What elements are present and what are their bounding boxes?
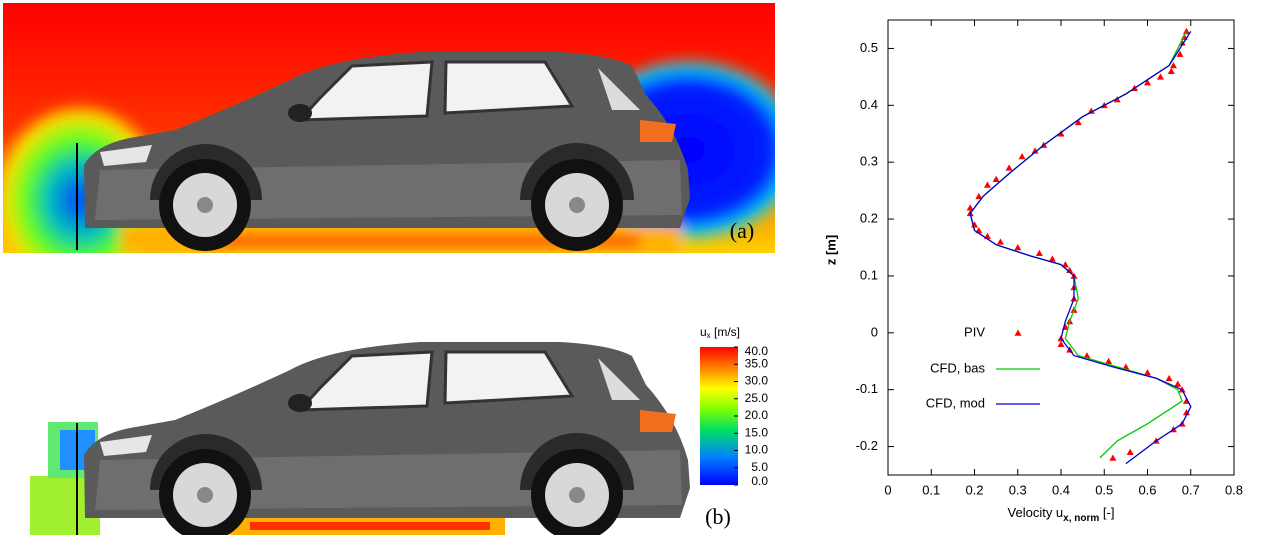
y-tick-label: -0.1	[856, 381, 878, 396]
x-tick-label: 0.3	[1009, 482, 1027, 497]
x-tick-label: 0.6	[1138, 482, 1156, 497]
y-tick-label: 0.1	[860, 267, 878, 282]
y-tick-label: -0.2	[856, 438, 878, 453]
piv-marker	[1166, 375, 1173, 381]
y-tick-label: 0	[871, 324, 878, 339]
y-tick-label: 0.5	[860, 40, 878, 55]
colorbar	[700, 347, 738, 485]
x-tick-label: 0.8	[1225, 482, 1243, 497]
piv-marker	[1127, 449, 1134, 455]
panel-a	[0, 3, 820, 300]
figure: (a) (b) ux [m/s] 40.035.030.025.020.015.…	[0, 0, 1270, 535]
piv-marker	[1174, 381, 1181, 387]
colorbar-tick-label: 35.0	[745, 356, 769, 370]
x-tick-label: 0.1	[922, 482, 940, 497]
piv-marker	[1109, 454, 1116, 460]
colorbar-tick-label: 15.0	[745, 425, 769, 439]
piv-marker	[1168, 68, 1175, 74]
x-tick-label: 0.4	[1052, 482, 1070, 497]
colorbar-tick-label: 20.0	[745, 408, 769, 422]
colorbar-tick-label: 25.0	[745, 391, 769, 405]
piv-marker	[1036, 250, 1043, 256]
y-tick-label: 0.3	[860, 154, 878, 169]
x-axis-label: Velocity ux, norm [-]	[1008, 505, 1115, 523]
y-axis-label: z [m]	[823, 235, 838, 265]
x-tick-label: 0.5	[1095, 482, 1113, 497]
panel-b	[30, 342, 690, 535]
panel-label: (b)	[705, 504, 731, 529]
legend-label: PIV	[964, 324, 985, 339]
y-tick-label: 0.2	[860, 211, 878, 226]
x-tick-label: 0.7	[1182, 482, 1200, 497]
colorbar-tick-label: 5.0	[751, 460, 768, 474]
colorbar-tick-label: 30.0	[745, 374, 769, 388]
legend-label: CFD, mod	[926, 395, 985, 410]
piv-marker	[1049, 255, 1056, 261]
x-tick-label: 0.2	[965, 482, 983, 497]
piv-marker	[1157, 73, 1164, 79]
series-line	[970, 31, 1191, 463]
x-axis-label-unit: [-]	[1099, 505, 1114, 520]
piv-marker	[1006, 164, 1013, 170]
series-line	[970, 31, 1186, 458]
y-tick-label: 0.4	[860, 97, 878, 112]
x-axis-label-text: Velocity u	[1008, 505, 1064, 520]
x-tick-label: 0	[884, 482, 891, 497]
piv-marker	[997, 238, 1004, 244]
panel-label: (a)	[730, 218, 754, 243]
colorbar-label: ux [m/s]	[700, 325, 740, 340]
chart: 0 0.1 0.2 0.3 0.4 0.5 0.6 0.7 0.8 -0.2 -0.1 0 0.1 0.2…	[823, 20, 1243, 524]
colorbar-ticks: 40.035.030.025.020.015.010.05.00.0	[734, 344, 768, 488]
x-axis-label-sub: x, norm	[1063, 513, 1099, 524]
piv-marker	[984, 181, 991, 187]
piv-marker	[1014, 244, 1021, 250]
piv-marker	[1019, 153, 1026, 159]
colorbar-tick-label: 10.0	[745, 443, 769, 457]
legend-label: CFD, bas	[930, 360, 985, 375]
piv-marker	[993, 176, 1000, 182]
colorbar-tick-label: 0.0	[751, 474, 768, 488]
legend-marker	[1015, 330, 1022, 336]
